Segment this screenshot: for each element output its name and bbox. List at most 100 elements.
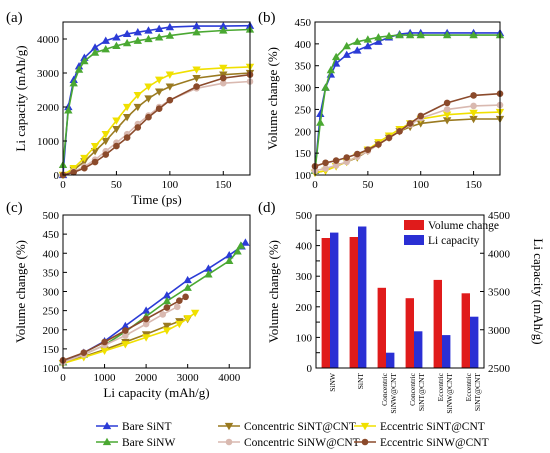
y2-tick-label: 3500 bbox=[488, 287, 511, 299]
data-point bbox=[121, 341, 130, 349]
data-point bbox=[183, 275, 192, 284]
panel-a: 0 50 100 150 0 1000 2000 3000 4000 Time (ps) Li ca… bbox=[6, 10, 255, 207]
data-point bbox=[80, 56, 89, 65]
data-point bbox=[154, 24, 164, 32]
x-tick-label: 50 bbox=[362, 179, 374, 191]
panel-c: 0 1000 2000 3000 4000 100 150 200 250 300 350 400 45… bbox=[6, 200, 251, 400]
x-tick-label: 0 bbox=[60, 179, 66, 191]
legend-label: Volume change bbox=[428, 220, 499, 232]
data-point bbox=[122, 29, 132, 38]
data-point bbox=[233, 247, 242, 255]
series-bare-sint bbox=[310, 28, 505, 174]
data-point bbox=[343, 154, 351, 161]
legend-swatch bbox=[404, 220, 424, 230]
data-point bbox=[204, 264, 213, 272]
x-tick-label: 3000 bbox=[177, 372, 200, 384]
bar bbox=[470, 316, 479, 368]
data-point bbox=[193, 83, 200, 90]
plot-frame bbox=[62, 214, 251, 369]
y2-tick-label: 2500 bbox=[488, 363, 511, 375]
bar bbox=[433, 279, 442, 368]
data-point bbox=[74, 65, 84, 73]
data-point bbox=[123, 134, 131, 141]
data-point bbox=[321, 83, 330, 91]
data-point bbox=[81, 164, 88, 172]
data-point bbox=[406, 120, 414, 127]
panel-label: (c) bbox=[6, 200, 23, 216]
bar bbox=[414, 331, 423, 368]
x-tick-label: 0 bbox=[60, 372, 66, 384]
data-point bbox=[176, 297, 183, 304]
x-tick-label: SiNT bbox=[356, 373, 365, 390]
data-point bbox=[165, 22, 175, 31]
series-line bbox=[62, 28, 251, 165]
data-point bbox=[141, 334, 151, 342]
x-axis-label: Li capacity (mAh/g) bbox=[103, 385, 209, 400]
data-point bbox=[162, 327, 172, 335]
panel-label: (b) bbox=[258, 10, 276, 26]
bar bbox=[377, 287, 386, 368]
panel-d: 0 100 200 300 400 500 2500 3000 3500 4000 4500 SiNW… bbox=[258, 200, 546, 414]
data-point bbox=[163, 304, 171, 311]
x-axis-label: Time (ps) bbox=[131, 192, 181, 207]
data-point bbox=[90, 148, 100, 156]
data-point bbox=[353, 150, 361, 158]
legend-item-concentric-sinw-cnt: Concentric SiNW@CNT bbox=[218, 437, 360, 449]
y-tick-label: 500 bbox=[296, 210, 313, 222]
data-point bbox=[162, 296, 172, 305]
bar bbox=[330, 232, 339, 368]
data-point bbox=[364, 146, 372, 153]
legend-marker bbox=[361, 438, 369, 446]
data-point bbox=[90, 48, 100, 56]
y-tick-label: 300 bbox=[295, 83, 312, 95]
y-tick-label: 2000 bbox=[37, 102, 60, 114]
data-point bbox=[219, 74, 227, 82]
data-point bbox=[470, 102, 477, 110]
y-tick-label: 1000 bbox=[37, 136, 60, 148]
series-bare-sinw bbox=[58, 241, 246, 366]
data-point bbox=[236, 241, 246, 249]
data-point bbox=[159, 311, 167, 318]
data-point bbox=[80, 154, 89, 163]
x-tick-label: 50 bbox=[111, 179, 123, 191]
data-point bbox=[331, 59, 341, 67]
legend-item-eccentric-sinw-cnt: Eccentric SiNW@CNT bbox=[354, 437, 489, 449]
series-eccentric-sinw-cnt bbox=[311, 90, 504, 170]
legend: Bare SiNT Concentric SiNT@CNT Eccentric Si… bbox=[96, 421, 489, 449]
data-point bbox=[442, 117, 452, 125]
data-point bbox=[442, 30, 452, 39]
x-tick-label: ConcentricSiNT@CNT bbox=[408, 372, 426, 411]
y-tick-label: 400 bbox=[43, 248, 60, 260]
x-tick-label: 2000 bbox=[135, 372, 158, 384]
data-point bbox=[112, 125, 121, 134]
data-point bbox=[192, 21, 201, 30]
data-point bbox=[225, 250, 234, 259]
data-point bbox=[385, 134, 393, 142]
series-line bbox=[314, 34, 500, 171]
y-axis-label: Li capacity (mAh/g) bbox=[13, 45, 28, 151]
data-point bbox=[225, 256, 234, 265]
y-tick-label: 300 bbox=[296, 271, 313, 283]
legend-marker bbox=[224, 422, 234, 431]
bar bbox=[358, 226, 367, 368]
data-point bbox=[122, 103, 132, 112]
y-tick-label: 0 bbox=[307, 363, 313, 375]
y-tick-label: 300 bbox=[43, 287, 60, 299]
x-tick-label: 0 bbox=[312, 179, 318, 191]
series-eccentric-sint-cnt bbox=[58, 309, 200, 368]
data-point bbox=[122, 114, 132, 122]
data-point bbox=[154, 33, 164, 41]
data-point bbox=[469, 115, 478, 124]
data-point bbox=[322, 165, 329, 172]
data-point bbox=[101, 45, 110, 53]
data-point bbox=[353, 37, 362, 45]
legend-marker bbox=[360, 422, 370, 431]
data-point bbox=[80, 349, 88, 357]
data-point bbox=[141, 306, 151, 314]
data-point bbox=[363, 35, 373, 43]
data-point bbox=[192, 74, 201, 83]
data-point bbox=[144, 26, 153, 34]
y-tick-label: 200 bbox=[296, 302, 313, 314]
y2-tick-label: 4500 bbox=[488, 210, 511, 222]
